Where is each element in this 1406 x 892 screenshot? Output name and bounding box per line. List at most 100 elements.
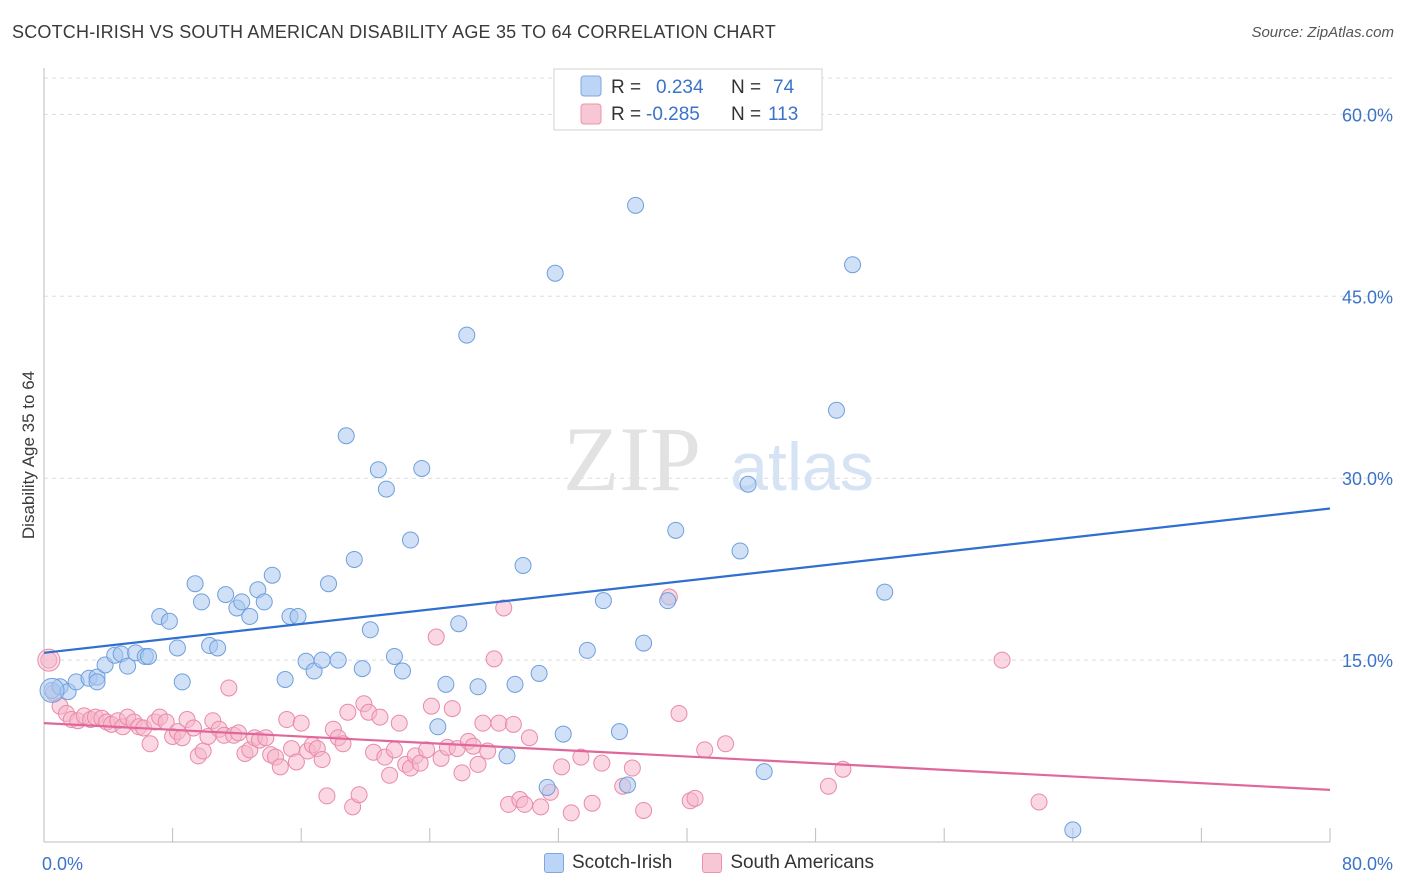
scotch-irish-point — [469, 678, 487, 696]
south-americans-point — [278, 711, 296, 729]
legend-r-label-2: R = — [611, 104, 646, 125]
south-americans-point — [623, 759, 641, 777]
scotch-irish-point — [168, 639, 186, 657]
zipatlas-watermark: ZIP atlas — [563, 408, 874, 510]
scotch-irish-point — [619, 776, 637, 794]
scotch-irish-point — [514, 557, 532, 575]
south-americans-point — [422, 697, 440, 715]
scotch-irish-point — [844, 256, 862, 274]
scotch-irish-point — [186, 575, 204, 593]
scotch-irish-point — [594, 592, 612, 610]
svg-text:R = -0.285 N =: R = -0.285 N = 113 — [611, 104, 798, 125]
south-americans-point — [474, 714, 492, 732]
scotch-irish-point — [160, 612, 178, 630]
legend-swatch-blue — [580, 75, 602, 97]
legend-r-label-1: R = — [611, 77, 646, 98]
x-tick-label-max: 80.0% — [1342, 854, 1393, 874]
scotch-irish-point — [88, 673, 106, 691]
legend-swatch-pink — [580, 103, 602, 125]
south-americans-point — [443, 700, 461, 718]
scotch-irish-point — [402, 531, 420, 549]
scotch-irish-point — [429, 718, 447, 736]
south-americans-point — [670, 704, 688, 722]
y-tick-label: 60.0% — [1342, 105, 1393, 125]
scotch-irish-point — [289, 607, 307, 625]
scotch-irish-point — [173, 673, 191, 691]
south-americans-point — [686, 789, 704, 807]
chart-title: SCOTCH-IRISH VS SOUTH AMERICAN DISABILIT… — [12, 22, 776, 42]
scotch-irish-point — [413, 459, 431, 477]
scotch-irish-point — [498, 747, 516, 765]
scotch-irish-point — [755, 763, 773, 781]
south-americans-point — [313, 751, 331, 769]
south-americans-point — [418, 741, 436, 759]
south-americans-point — [37, 648, 61, 672]
scotch-irish-point — [739, 475, 757, 493]
scotch-irish-point — [538, 778, 556, 796]
scotch-irish-point — [393, 662, 411, 680]
scotch-irish-point — [217, 586, 235, 604]
scotch-irish-point — [241, 607, 259, 625]
south-americans-point — [516, 795, 534, 813]
legend-swatch-south-americans — [702, 853, 723, 873]
south-americans-point — [819, 777, 837, 795]
legend-n-label-2: N = — [731, 104, 766, 125]
south-americans-point — [593, 754, 611, 772]
south-americans-point — [553, 758, 571, 776]
south-americans-point — [485, 650, 503, 668]
scotch-irish-point — [255, 593, 273, 611]
south-americans-point — [220, 679, 238, 697]
scotch-irish-point — [233, 593, 251, 611]
scotch-irish-point — [377, 480, 395, 498]
south-americans-point — [453, 764, 471, 782]
scotch-irish-trendline — [43, 507, 1331, 654]
scotch-irish-point — [361, 621, 379, 639]
svg-text:R = 0.234 N =: R = 0.234 N = 74 — [611, 77, 795, 98]
south-americans-point — [532, 798, 550, 816]
legend-n-label-1: N = — [731, 77, 766, 98]
correlation-legend: R = 0.234 N = 74 R = -0.285 N = 113 — [553, 68, 823, 131]
legend-r-value-1: 0.234 — [656, 77, 704, 98]
south-americans-point — [292, 714, 310, 732]
scotch-irish-point — [458, 326, 476, 344]
south-americans-point — [318, 787, 336, 805]
scotch-irish-point — [39, 677, 65, 703]
source-label: Source: ZipAtlas.com — [1251, 24, 1394, 41]
scotch-irish-point — [209, 639, 227, 657]
scotch-irish-point — [659, 592, 677, 610]
scotch-irish-point — [610, 723, 628, 741]
south-americans-point — [350, 786, 368, 804]
watermark-zip: ZIP — [563, 408, 701, 510]
y-tick-label: 45.0% — [1342, 287, 1393, 307]
south-americans-point — [520, 729, 538, 747]
scotch-irish-point — [369, 461, 387, 479]
scotch-irish-point — [731, 542, 749, 560]
scotch-irish-point — [193, 593, 211, 611]
tick-labels: 15.0% 30.0% 45.0% 60.0% 0.0% 80.0% — [42, 105, 1393, 874]
south-americans-point — [381, 766, 399, 784]
scotch-irish-point — [578, 641, 596, 659]
south-americans-point — [390, 714, 408, 732]
legend-label-scotch-irish: Scotch-Irish — [572, 852, 673, 873]
south-americans-trendline — [43, 722, 1331, 791]
south-americans-point — [696, 741, 714, 759]
scotch-irish-point — [546, 264, 564, 282]
south-americans-point — [504, 715, 522, 733]
south-americans-point — [371, 708, 389, 726]
scotch-irish-point — [627, 196, 645, 214]
legend-label-south-americans: South Americans — [730, 852, 874, 873]
south-americans-point — [287, 753, 305, 771]
scotch-irish-point — [876, 583, 894, 601]
scotch-irish-point — [554, 725, 572, 743]
south-americans-point — [993, 651, 1011, 669]
south-americans-point — [572, 748, 590, 766]
scotch-irish-point — [450, 615, 468, 633]
series-legend: Scotch-Irish South Americans — [544, 852, 904, 874]
scotch-irish-point — [667, 521, 685, 539]
legend-n-value-2: 113 — [768, 104, 798, 125]
legend-item-scotch-irish: Scotch-Irish — [544, 852, 672, 874]
scotch-irish-point — [353, 660, 371, 678]
scotch-irish-point — [320, 575, 338, 593]
south-americans-point — [490, 714, 508, 732]
gridlines — [44, 77, 1392, 661]
